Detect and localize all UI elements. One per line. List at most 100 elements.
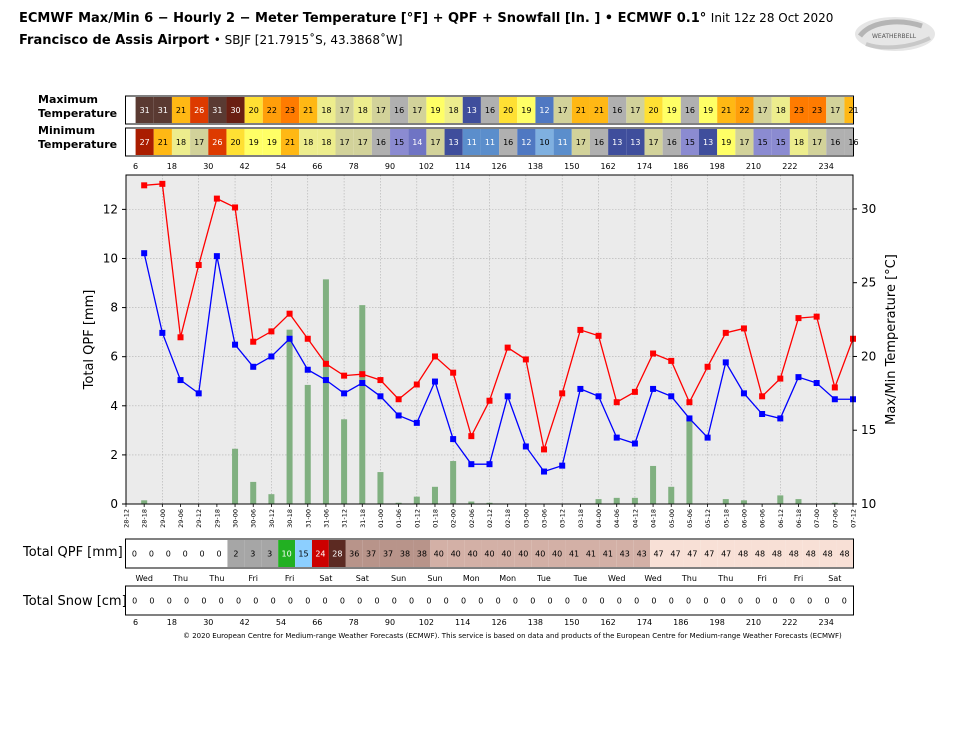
max-temp-point [813, 313, 820, 320]
qpf-value: 15 [298, 550, 308, 559]
min-temp-point [322, 377, 329, 384]
snow-value: 0 [149, 597, 154, 606]
y-left-tick-label: 4 [110, 399, 118, 413]
max-temp-cell [571, 97, 590, 123]
max-temp-cell [680, 97, 700, 123]
snow-value: 0 [201, 597, 206, 606]
max-temp-point [522, 356, 529, 363]
min-temp-value: 15 [758, 138, 768, 147]
snow-value: 0 [236, 597, 241, 606]
qpf-bar [395, 502, 402, 504]
y-left-tick-label: 0 [110, 497, 118, 511]
min-temp-point [486, 461, 493, 468]
min-temp-cell [808, 129, 827, 155]
max-temp-cell [608, 97, 627, 123]
qpf-value: 0 [216, 550, 221, 559]
qpf-cell [481, 540, 498, 567]
max-temp-cell [535, 97, 554, 123]
hour-top-label: 126 [491, 162, 506, 171]
hour-top-label: 54 [276, 162, 286, 171]
max-temp-point [777, 375, 784, 382]
x-tick-label: 05-18 [722, 509, 730, 528]
min-temp-cell [480, 129, 500, 155]
max-temp-cell [662, 97, 681, 123]
qpf-value: 0 [149, 550, 154, 559]
qpf-value: 43 [620, 550, 630, 559]
min-temp-cell [335, 129, 354, 155]
hour-bottom-label: 210 [746, 618, 761, 627]
qpf-value: 41 [586, 550, 596, 559]
min-temp-point [250, 363, 257, 370]
hour-top-label: 42 [240, 162, 250, 171]
qpf-value: 48 [823, 550, 833, 559]
hour-top-label: 114 [455, 162, 470, 171]
qpf-cell [667, 540, 684, 567]
max-temp-value: 20 [503, 106, 513, 115]
x-tick-label: 01-18 [431, 509, 439, 528]
max-temp-cell [480, 97, 500, 123]
max-temp-cell [589, 97, 609, 123]
qpf-cell [700, 540, 718, 567]
x-tick-label: 05-00 [668, 509, 676, 528]
day-label: Fri [285, 574, 295, 583]
max-temp-cell [644, 97, 663, 123]
min-temp-cell [371, 129, 391, 155]
min-temp-point [740, 390, 747, 397]
max-temp-value: 16 [685, 106, 695, 115]
min-temp-cell [735, 129, 754, 155]
snow-value: 0 [617, 597, 622, 606]
y-right-tick-label: 15 [861, 423, 876, 437]
qpf-bar [595, 499, 602, 504]
min-temp-point [268, 353, 275, 360]
max-temp-point [577, 326, 584, 333]
qpf-cell [531, 540, 549, 567]
x-tick-label: 03-12 [559, 509, 567, 528]
min-temp-value: 17 [648, 138, 658, 147]
min-temp-cell [589, 129, 609, 155]
min-temp-point [213, 253, 220, 260]
qpf-bar [795, 499, 802, 504]
min-temp-value: 11 [467, 138, 477, 147]
min-temp-cell [462, 129, 481, 155]
qpf-cell [379, 540, 397, 567]
min-temp-point [195, 390, 202, 397]
hour-top-label: 78 [349, 162, 359, 171]
min-temp-cell [353, 129, 372, 155]
max-temp-point [377, 377, 384, 384]
min-temp-value: 19 [267, 138, 277, 147]
qpf-value: 37 [383, 550, 393, 559]
min-temp-cell [644, 129, 663, 155]
qpf-bar [341, 419, 348, 504]
snow-value: 0 [721, 597, 726, 606]
max-temp-strip: 31 31 21 26 31 30 20 22 23 21 18 17 18 17 16 17 19 18 13 16… [125, 95, 859, 125]
qpf-bar [740, 500, 747, 504]
day-label: Wed [644, 574, 661, 583]
max-temp-value: 22 [739, 106, 749, 115]
qpf-cell [836, 540, 853, 567]
qpf-value: 47 [653, 550, 663, 559]
min-temp-cell [753, 129, 772, 155]
x-tick-label: 31-12 [341, 509, 349, 528]
day-label: Sun [427, 574, 442, 583]
qpf-cell [514, 540, 532, 567]
y-left-tick-label: 10 [103, 251, 118, 265]
max-temp-point [213, 195, 220, 202]
max-temp-cell [771, 97, 790, 123]
max-temp-cell [390, 97, 409, 123]
y-right-tick-label: 20 [861, 349, 876, 363]
hour-top-label: 90 [385, 162, 395, 171]
qpf-bar [304, 384, 311, 504]
qpf-cell [768, 540, 786, 567]
min-temp-value: 17 [358, 138, 368, 147]
hour-bottom-label: 30 [203, 618, 213, 627]
hour-top-label: 138 [528, 162, 543, 171]
min-temp-cell [535, 129, 554, 155]
min-temp-cell [299, 129, 318, 155]
min-temp-point [286, 335, 293, 342]
max-temp-value: 18 [321, 106, 331, 115]
min-temp-value: 19 [249, 138, 259, 147]
snow-value: 0 [565, 597, 570, 606]
min-temp-value: 16 [376, 138, 386, 147]
max-temp-value: 19 [521, 106, 531, 115]
max-temp-value: 30 [230, 106, 240, 115]
